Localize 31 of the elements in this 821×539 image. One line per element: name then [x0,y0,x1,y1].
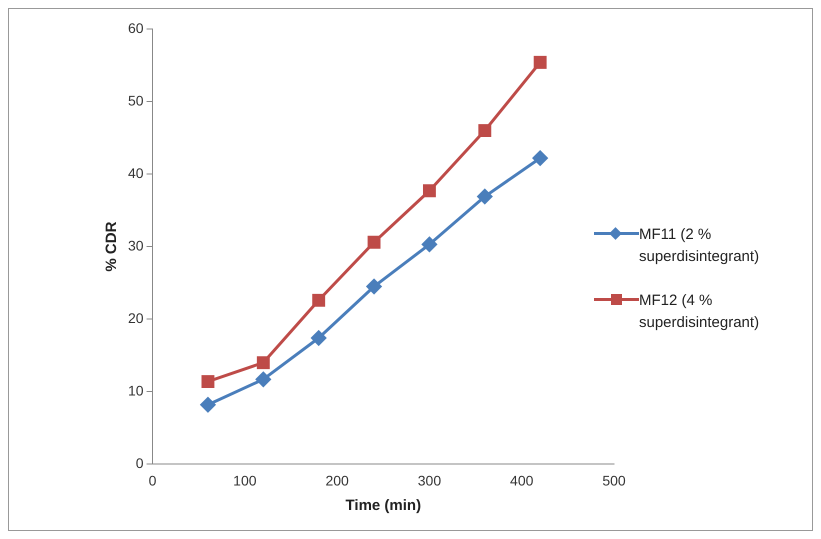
point [422,236,437,252]
point [368,236,381,249]
point [422,184,436,198]
legend-label: MF11 (2 % superdisintegrant) [639,225,760,267]
x-axis-title: Time (min) [345,497,422,514]
x-tick-label: 100 [233,472,257,488]
legend-label: MF12 (4 % superdisintegrant) [639,291,760,333]
y-tick-label: 50 [128,92,144,108]
y-tick-label: 0 [136,455,144,472]
y-tick-label: 60 [128,20,144,36]
point [200,397,216,412]
y-tick-label: 20 [128,310,144,326]
x-tick-label: 0 [148,472,157,488]
x-tick-label: 500 [602,472,626,488]
y-tick-label: 10 [128,382,144,399]
point [312,294,326,307]
point [256,372,271,387]
y-tick-label: 40 [128,164,144,181]
point [366,278,382,294]
point [311,330,326,346]
point [534,56,547,69]
x-tick-label: 300 [418,472,442,488]
point [477,189,492,204]
x-tick-label: 400 [510,472,534,488]
y-tick-label: 30 [128,237,144,254]
point [256,356,270,370]
y-axis-title: % CDR [103,221,120,272]
point [478,124,492,137]
point [201,375,214,388]
x-tick-label: 200 [325,472,350,488]
point [532,150,548,166]
